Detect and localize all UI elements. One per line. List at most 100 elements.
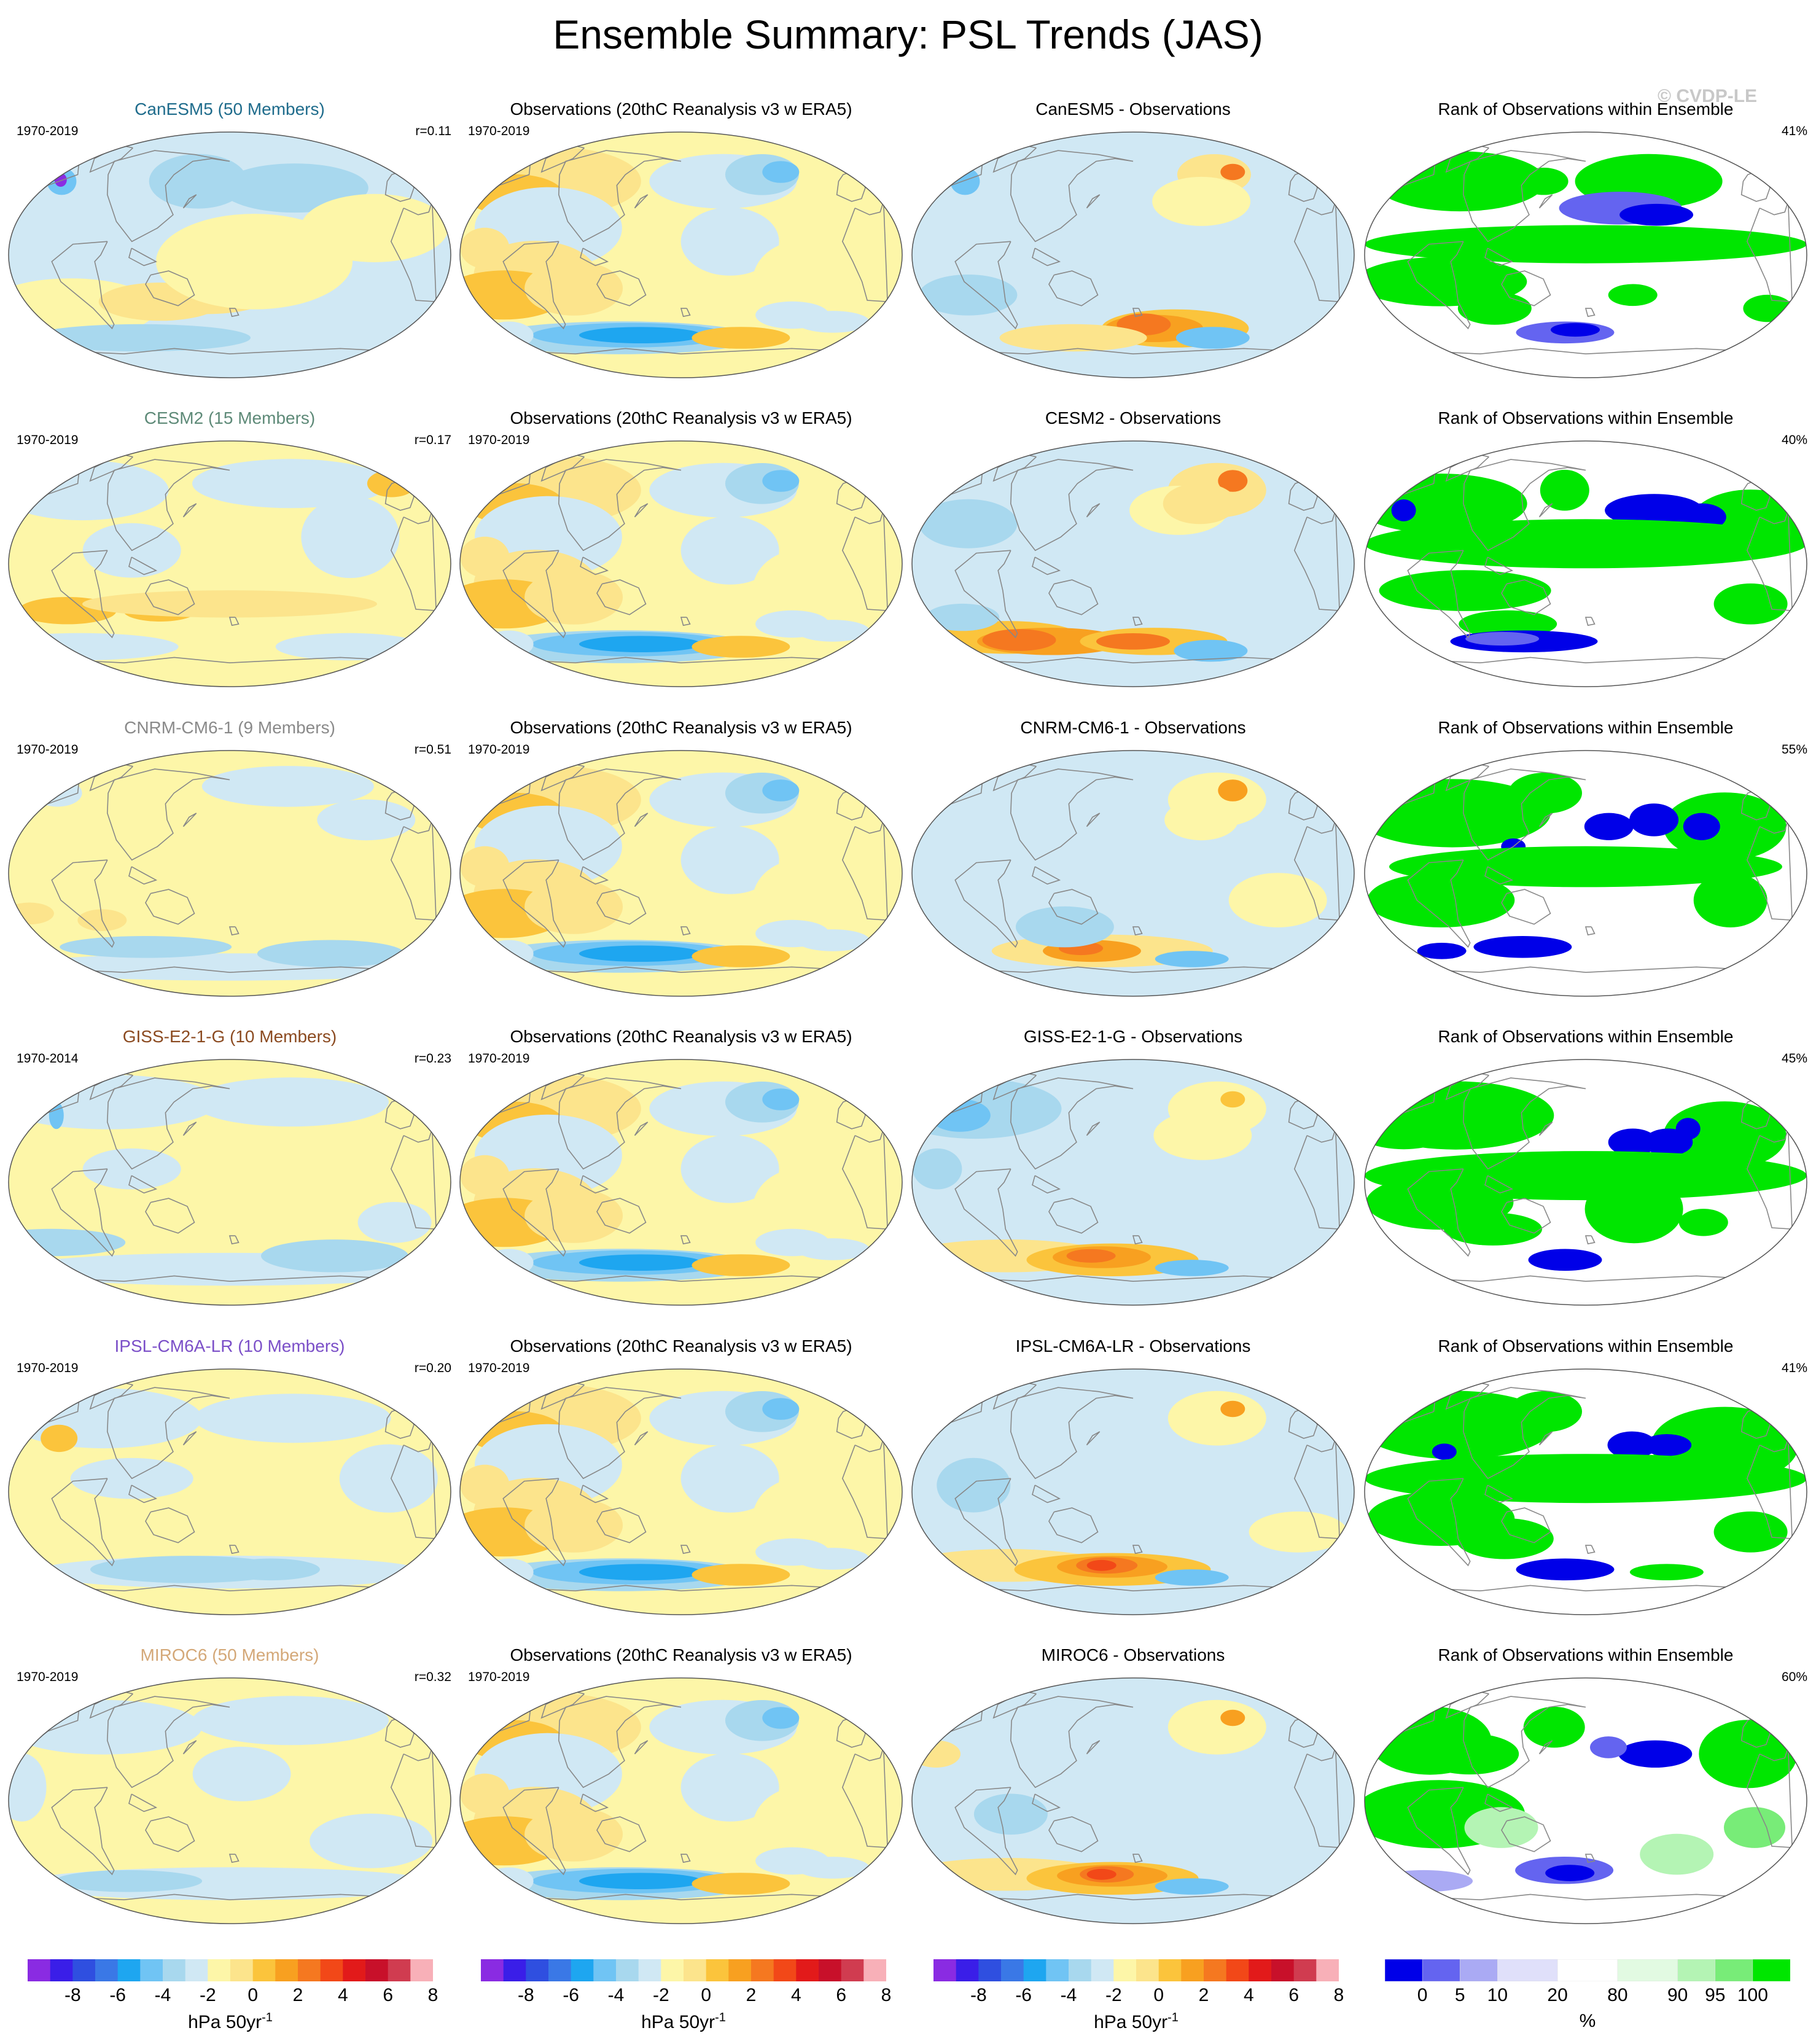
colorbar-swatch (1677, 1959, 1716, 1982)
coastline-6 (1484, 1175, 1514, 1194)
model-field-4 (220, 163, 368, 213)
colorbar-tick-label: 4 (1243, 1985, 1254, 2005)
panel-rank-3: Rank of Observations within Ensemble 55% (1359, 711, 1812, 999)
panel-rank-1: Rank of Observations within Ensemble 41% (1359, 92, 1812, 381)
obs-field-11 (460, 1773, 510, 1815)
panel-rank-4: Rank of Observations within Ensemble 45% (1359, 1020, 1812, 1308)
rank-field-11 (1724, 1807, 1785, 1848)
diff-field-2 (1220, 1400, 1245, 1418)
coastline-10 (680, 1545, 691, 1554)
colorbar-tick-label: -2 (199, 1985, 216, 2005)
pattern-correlation: r=0.11 (415, 124, 451, 138)
colorbar-swatch (548, 1959, 572, 1981)
period-label: 1970-2019 (468, 1361, 530, 1375)
panel-title: Observations (20thC Reanalysis v3 w ERA5… (510, 1336, 852, 1356)
coastline-7 (182, 1431, 197, 1446)
colorbar-swatch (728, 1959, 752, 1981)
rank-percent: 41% (1781, 124, 1807, 138)
unit-superscript: -1 (1167, 2011, 1179, 2024)
coastline-5 (145, 579, 195, 615)
coastline-10 (1132, 1235, 1143, 1245)
map-field (1365, 1678, 1807, 1924)
coastline-0 (106, 1387, 230, 1480)
panel-obs-5: Observations (20thC Reanalysis v3 w ERA5… (454, 1329, 908, 1618)
coastline-5 (1501, 1816, 1551, 1852)
diff-field-4 (1153, 1110, 1252, 1160)
panel-title: Rank of Observations within Ensemble (1438, 1027, 1734, 1046)
obs-field-10 (752, 1168, 851, 1250)
coastline-5 (596, 1816, 647, 1852)
colorbar-tick-label: 0 (247, 1985, 258, 2005)
diff-field-4 (1163, 483, 1237, 525)
obs-field-10 (752, 1786, 851, 1869)
colorbar-swatch (28, 1959, 51, 1981)
panel-title: Rank of Observations within Ensemble (1438, 718, 1734, 737)
rank-field-10 (1640, 1833, 1714, 1875)
coastline-7 (182, 1121, 197, 1136)
coastline-10 (1584, 1854, 1596, 1863)
diff-field-8 (1228, 873, 1327, 927)
obs-field-14 (579, 1254, 702, 1271)
map-model (8, 131, 451, 378)
watermark: © CVDP-LE (1657, 86, 1758, 106)
coastline-5 (596, 270, 647, 306)
colorbar-tick-label: 4 (790, 1985, 801, 2005)
coastline-1 (954, 859, 1018, 948)
coastline-7 (634, 1431, 649, 1446)
colorbar-tick-label: 100 (1737, 1985, 1768, 2005)
colorbar-tick-label: -6 (1015, 1985, 1032, 2005)
map-border (459, 750, 903, 997)
map-field (912, 1369, 1354, 1615)
coastline-2 (1746, 819, 1793, 921)
colorbar-swatch (298, 1959, 321, 1981)
model-field-1 (201, 766, 374, 807)
coastline-2 (841, 1438, 888, 1540)
obs-field-9 (680, 516, 779, 585)
map-field (460, 751, 902, 996)
coastline-5 (596, 1198, 647, 1234)
diff-field-11 (1175, 327, 1250, 349)
coastline-9 (970, 657, 1296, 664)
coastline-2 (390, 201, 437, 303)
coastline-2 (841, 201, 888, 303)
rank-field-9 (1584, 1175, 1683, 1244)
coastline-9 (518, 657, 844, 664)
colorbar-tick-label: 8 (1333, 1985, 1344, 2005)
colorbar-tick-label: 6 (383, 1985, 393, 2005)
map-field (1365, 1059, 1807, 1305)
map-border (459, 440, 903, 687)
coastline-6 (1032, 248, 1061, 267)
coastline-6 (580, 248, 609, 267)
colorbar-tick-label: 6 (1288, 1985, 1299, 2005)
coastline-0 (558, 459, 682, 552)
colorbar-tick-label: 2 (746, 1985, 757, 2005)
obs-field-10 (752, 549, 851, 632)
coastline-1 (502, 550, 566, 639)
coastline-0 (558, 150, 682, 243)
map-field (9, 1059, 451, 1305)
coastline-7 (1086, 194, 1101, 209)
diff-field-3 (912, 1740, 961, 1768)
map-field (9, 132, 451, 378)
obs-field-10 (752, 859, 851, 942)
panel-title: Rank of Observations within Ensemble (1438, 1336, 1734, 1356)
colorbar-swatch (1497, 1959, 1558, 1982)
colorbar-tick-label: -8 (970, 1985, 987, 2005)
coastline-6 (1484, 1793, 1514, 1812)
panel-title: CESM2 (15 Members) (144, 408, 316, 427)
map-border (1364, 1368, 1807, 1615)
map-model (8, 1059, 451, 1306)
colorbar-swatch (503, 1959, 526, 1981)
coastline-10 (1132, 1854, 1143, 1863)
diff-field-9 (1096, 633, 1170, 650)
rank-field-10 (1629, 1564, 1704, 1580)
panel-obs-2: Observations (20thC Reanalysis v3 w ERA5… (454, 401, 908, 690)
coastline-5 (1501, 579, 1551, 615)
obs-field-9 (680, 1444, 779, 1513)
coastline-10 (1132, 926, 1143, 936)
obs-field-15 (692, 636, 790, 658)
page-title: Ensemble Summary: PSL Trends (JAS) (553, 12, 1263, 57)
diff-field-2 (1220, 1709, 1245, 1726)
colorbar-swatch (1226, 1959, 1249, 1981)
coastline-2 (390, 1438, 437, 1540)
